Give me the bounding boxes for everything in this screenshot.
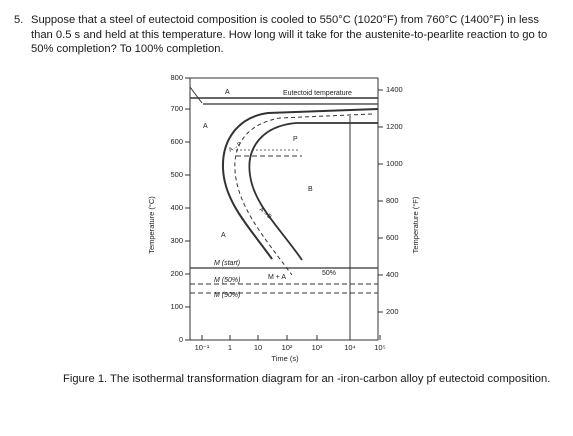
label-a-to-b: A→B [258,207,273,221]
start-curve [221,108,379,260]
left-axis [185,77,190,341]
ytick-f-1000: 1000 [386,159,403,168]
ytick-c-200: 200 [170,269,183,278]
xtick-1: 1 [228,343,232,352]
ytick-c-0: 0 [179,335,183,344]
label-m-50: M (50%) [214,277,240,284]
xtick-10000: 10⁴ [344,343,356,352]
xtick-10: 10 [254,343,262,352]
ytick-f-800: 800 [386,196,399,205]
ytick-f-400: 400 [386,270,399,279]
figure-caption: Figure 1. The isothermal transformation … [63,373,551,385]
ytick-f-200: 200 [386,307,399,316]
ytick-c-600: 600 [170,137,183,146]
ytick-f-1200: 1200 [386,122,403,131]
ytick-c-300: 300 [170,236,183,245]
label-a-left: A [203,123,208,130]
label-50-percent: 50% [322,270,336,277]
label-eutectoid: Eutectoid temperature [283,90,352,97]
plot-frame [189,77,379,341]
xtick-1000: 10³ [312,343,323,352]
ytick-f-600: 600 [386,233,399,242]
finish-curve [248,122,378,261]
fifty-percent-curve [234,113,373,276]
ylabel-right: Temperature (°F) [411,196,420,253]
label-b: B [308,186,313,193]
xtick-100: 10² [282,343,293,352]
label-a-top: A [225,89,230,96]
label-a-mid: A [221,232,226,239]
xlabel: Time (s) [271,354,299,363]
ytick-c-500: 500 [170,170,183,179]
austenite-cooling-path [189,86,203,104]
right-axis [378,89,383,313]
question-text: Suppose that a steel of eutectoid compos… [31,14,548,55]
ytick-c-100: 100 [170,302,183,311]
xtick-0.1: 10⁻¹ [195,343,210,352]
question-number: 5. [14,14,24,26]
ytick-c-800: 800 [170,73,183,82]
label-p: P [293,136,298,143]
label-m-start: M (start) [214,260,240,267]
ylabel-left: Temperature (°C) [147,196,156,254]
ytick-c-700: 700 [170,104,183,113]
bottom-axis [201,335,381,340]
label-m-90: M (90%) [214,292,240,299]
ytick-f-1400: 1400 [386,85,403,94]
label-a-to-p: A→P [228,142,243,154]
ytick-c-400: 400 [170,203,183,212]
label-m-plus-a: M + A [268,274,286,281]
xtick-100000: 10⁵ [374,343,385,352]
